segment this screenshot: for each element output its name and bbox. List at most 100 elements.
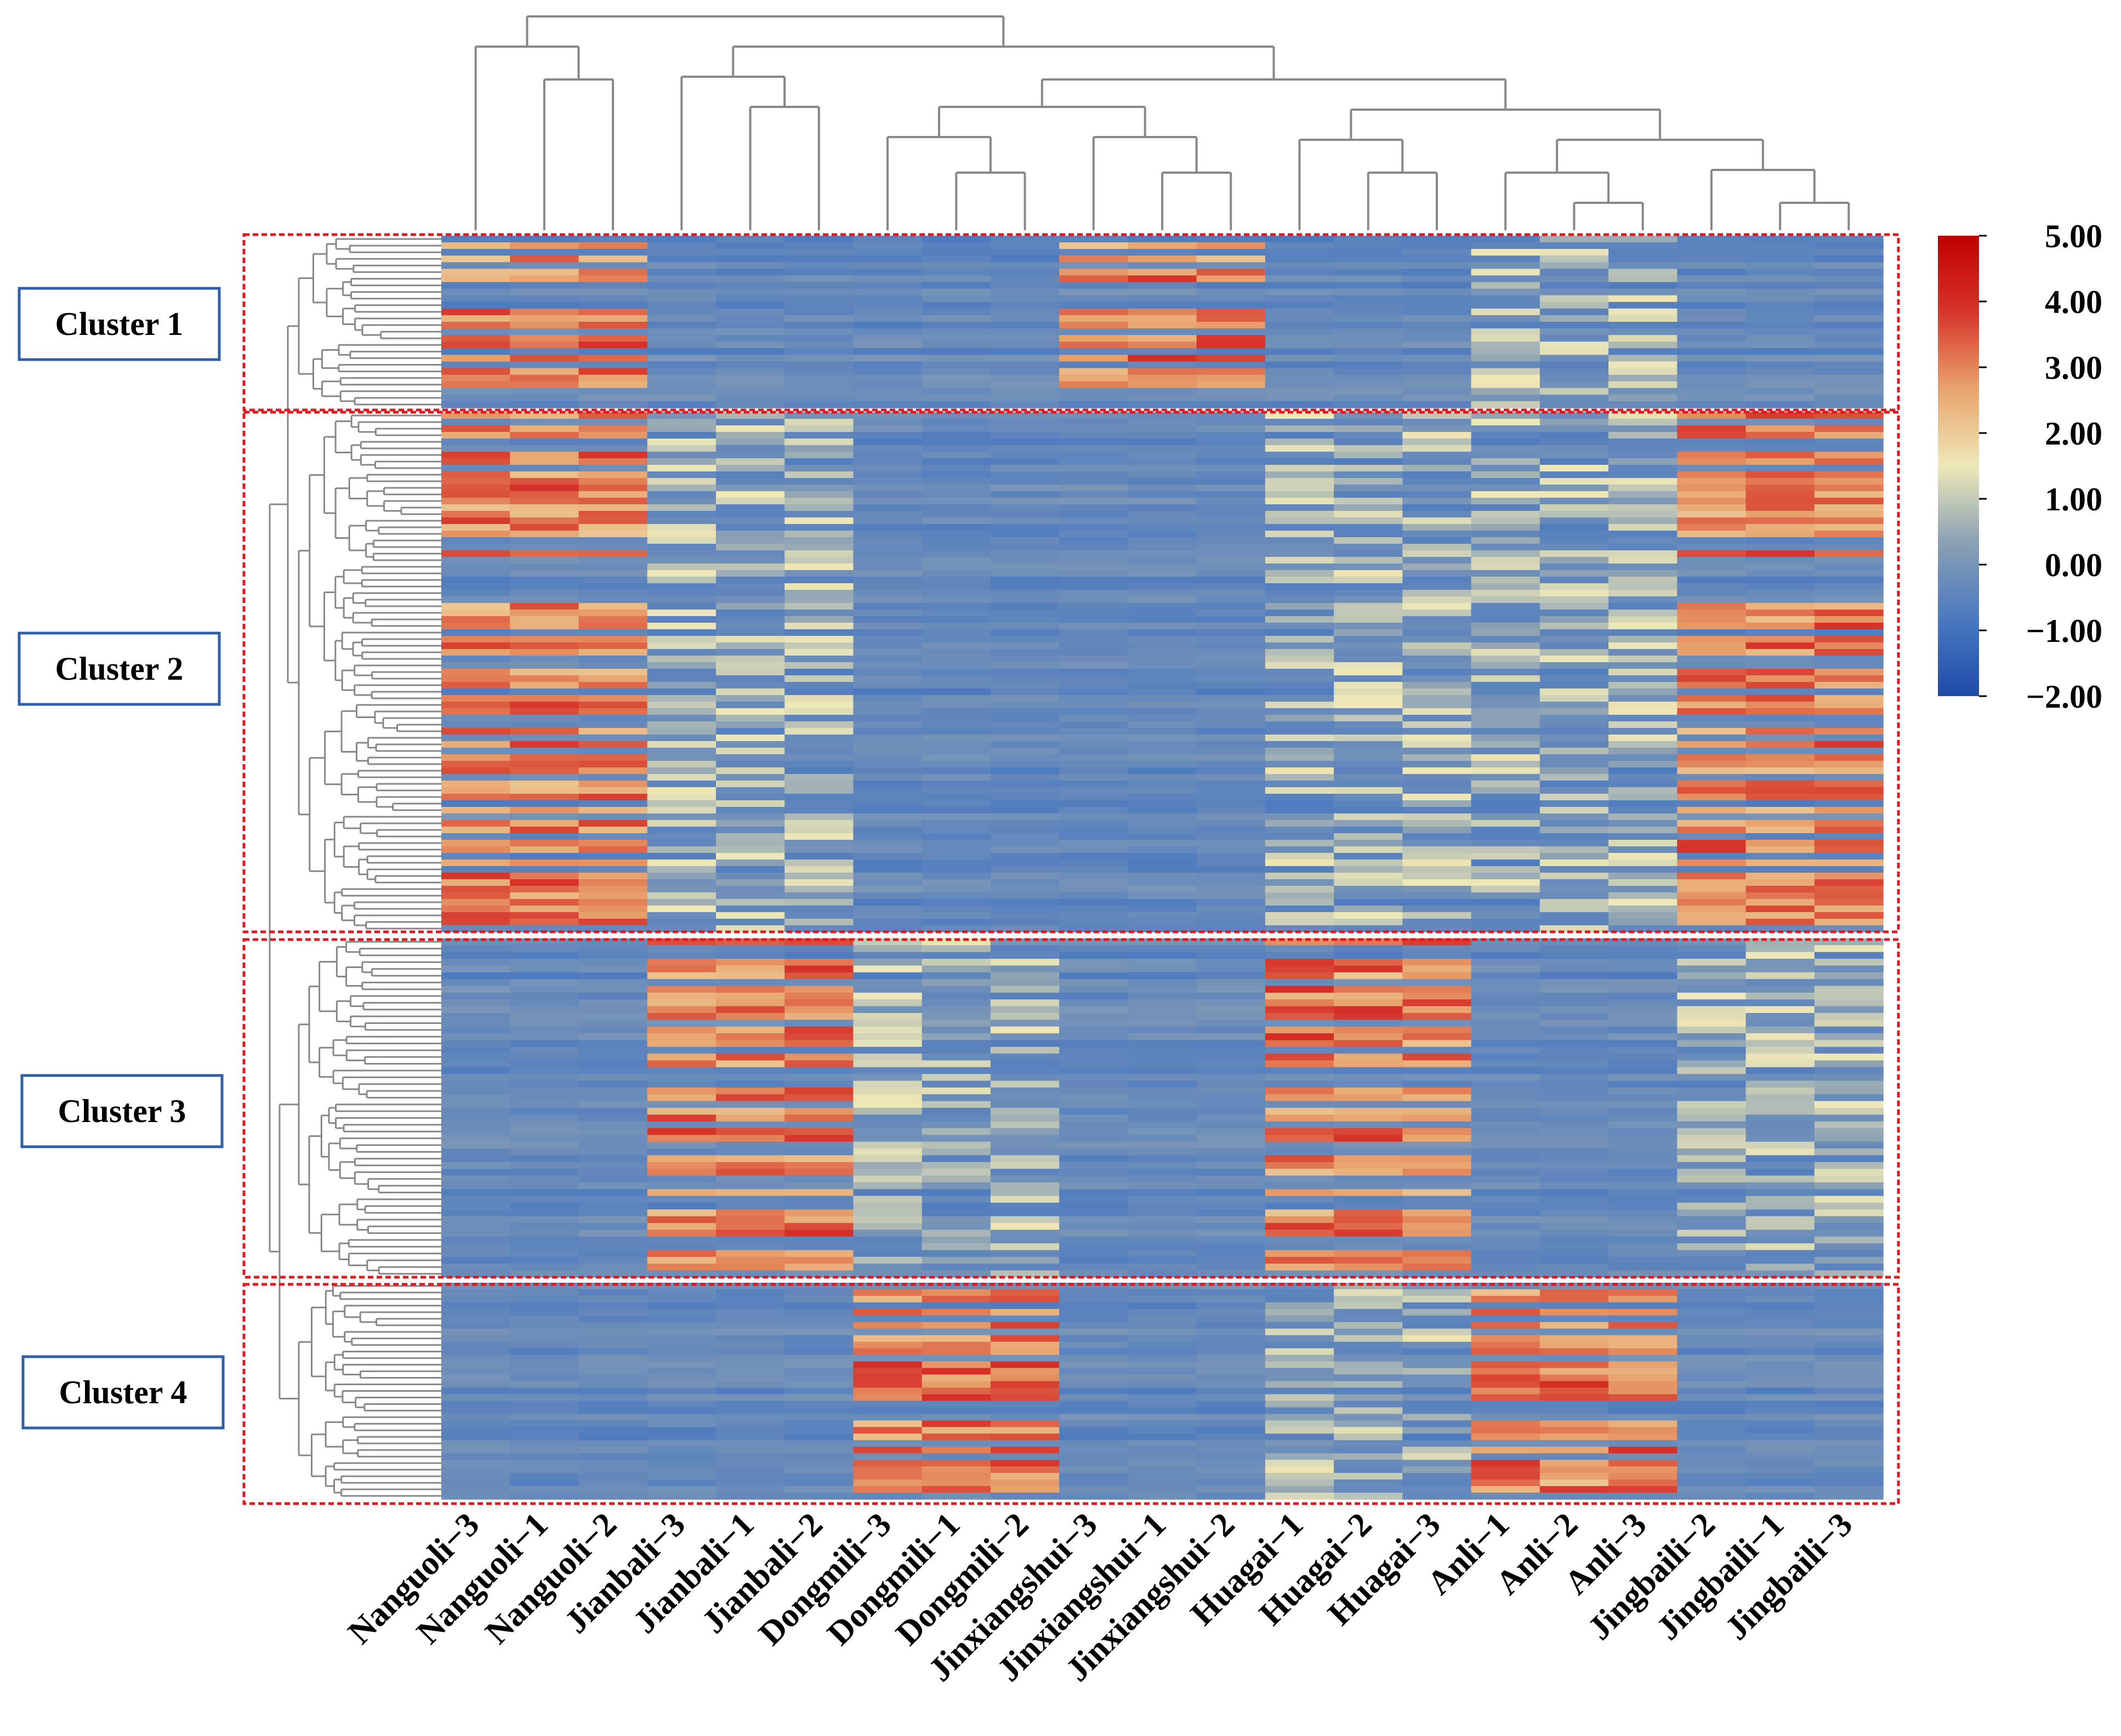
heatmap-cell xyxy=(1265,1447,1334,1454)
heatmap-cell xyxy=(1814,524,1884,531)
heatmap-cell xyxy=(990,1033,1060,1041)
heatmap-cell xyxy=(1471,1407,1540,1415)
heatmap-cell xyxy=(1745,761,1815,768)
heatmap-cell xyxy=(1128,919,1197,926)
heatmap-cell xyxy=(922,419,991,426)
heatmap-cell xyxy=(1265,1114,1334,1122)
heatmap-cell xyxy=(1265,1466,1334,1473)
heatmap-cell xyxy=(510,669,579,676)
heatmap-cell xyxy=(510,485,579,492)
heatmap-cell xyxy=(1059,1155,1129,1163)
heatmap-cell xyxy=(1196,388,1266,395)
heatmap-cell xyxy=(647,919,717,926)
heatmap-cell xyxy=(1196,840,1266,847)
heatmap-cell xyxy=(1196,860,1266,867)
heatmap-cell xyxy=(1196,1169,1266,1176)
heatmap-cell xyxy=(578,833,648,840)
heatmap-cell xyxy=(1402,275,1472,283)
heatmap-cell xyxy=(1745,564,1815,571)
heatmap-cell xyxy=(990,649,1060,656)
heatmap-cell xyxy=(1677,419,1747,426)
heatmap-cell xyxy=(1677,374,1747,382)
heatmap-cell xyxy=(510,735,579,742)
heatmap-cell xyxy=(715,1479,785,1487)
heatmap-cell xyxy=(1334,1394,1403,1402)
heatmap-cell xyxy=(853,1128,923,1136)
heatmap-cell xyxy=(1471,813,1540,821)
heatmap-cell xyxy=(1128,846,1197,853)
heatmap-cell xyxy=(1265,965,1334,973)
heatmap-cell xyxy=(990,388,1060,395)
heatmap-cell xyxy=(1745,1401,1815,1408)
heatmap-cell xyxy=(853,491,923,498)
heatmap-cell xyxy=(1265,485,1334,492)
heatmap-cell xyxy=(578,1473,648,1480)
heatmap-cell xyxy=(441,322,511,329)
heatmap-cell xyxy=(510,1040,579,1048)
heatmap-cell xyxy=(715,728,785,735)
heatmap-cell xyxy=(510,388,579,395)
heatmap-cell xyxy=(441,992,511,1000)
heatmap-cell xyxy=(1539,445,1609,452)
heatmap-cell xyxy=(1196,669,1266,676)
heatmap-cell xyxy=(922,491,991,498)
heatmap-cell xyxy=(1814,610,1884,617)
heatmap-cell xyxy=(1814,986,1884,993)
heatmap-cell xyxy=(715,879,785,886)
heatmap-cell xyxy=(784,1121,854,1129)
heatmap-cell xyxy=(922,1148,991,1156)
heatmap-cell xyxy=(1196,590,1266,597)
heatmap-cell xyxy=(1265,886,1334,893)
heatmap-cell xyxy=(715,1141,785,1149)
heatmap-cell xyxy=(510,728,579,735)
heatmap-cell xyxy=(1471,550,1540,557)
heatmap-cell xyxy=(1814,1263,1884,1271)
heatmap-cell xyxy=(1196,1189,1266,1197)
heatmap-cell xyxy=(441,1473,511,1480)
heatmap-cell xyxy=(578,886,648,893)
heatmap-cell xyxy=(1814,1394,1884,1402)
heatmap-cell xyxy=(441,374,511,382)
heatmap-cell xyxy=(1128,754,1197,761)
heatmap-cell xyxy=(1677,986,1747,993)
heatmap-cell xyxy=(510,504,579,511)
heatmap-cell xyxy=(1814,537,1884,544)
heatmap-cell xyxy=(1745,1203,1815,1210)
heatmap-cell xyxy=(1608,623,1678,630)
heatmap-cell xyxy=(1059,938,1129,946)
heatmap-cell xyxy=(1608,1040,1678,1048)
heatmap-cell xyxy=(1471,675,1540,682)
heatmap-cell xyxy=(441,577,511,584)
heatmap-cell xyxy=(1059,1263,1129,1271)
heatmap-cell xyxy=(1334,537,1403,544)
heatmap-cell xyxy=(784,656,854,663)
heatmap-cell xyxy=(1334,906,1403,913)
heatmap-cell xyxy=(1745,1335,1815,1342)
heatmap-cell xyxy=(1265,1141,1334,1149)
heatmap-cell xyxy=(853,866,923,873)
heatmap-cell xyxy=(784,813,854,821)
heatmap-cell xyxy=(1128,557,1197,564)
heatmap-cell xyxy=(853,965,923,973)
heatmap-cell xyxy=(510,781,579,788)
heatmap-cell xyxy=(441,517,511,525)
heatmap-cell xyxy=(1539,1243,1609,1251)
heatmap-cell xyxy=(853,1216,923,1223)
heatmap-cell xyxy=(715,537,785,544)
heatmap-cell xyxy=(715,1114,785,1122)
heatmap-cell xyxy=(784,491,854,498)
heatmap-cell xyxy=(1265,1479,1334,1487)
heatmap-cell xyxy=(1814,879,1884,886)
heatmap-cell xyxy=(922,394,991,402)
heatmap-cell xyxy=(1059,249,1129,257)
heatmap-cell xyxy=(578,348,648,356)
heatmap-cell xyxy=(1334,1414,1403,1421)
heatmap-cell xyxy=(1745,1447,1815,1454)
heatmap-cell xyxy=(1334,735,1403,742)
heatmap-cell xyxy=(1128,394,1197,402)
heatmap-cell xyxy=(441,761,511,768)
heatmap-cell xyxy=(510,412,579,419)
heatmap-cell xyxy=(990,1453,1060,1460)
heatmap-cell xyxy=(1334,682,1403,689)
heatmap-cell xyxy=(1265,412,1334,419)
